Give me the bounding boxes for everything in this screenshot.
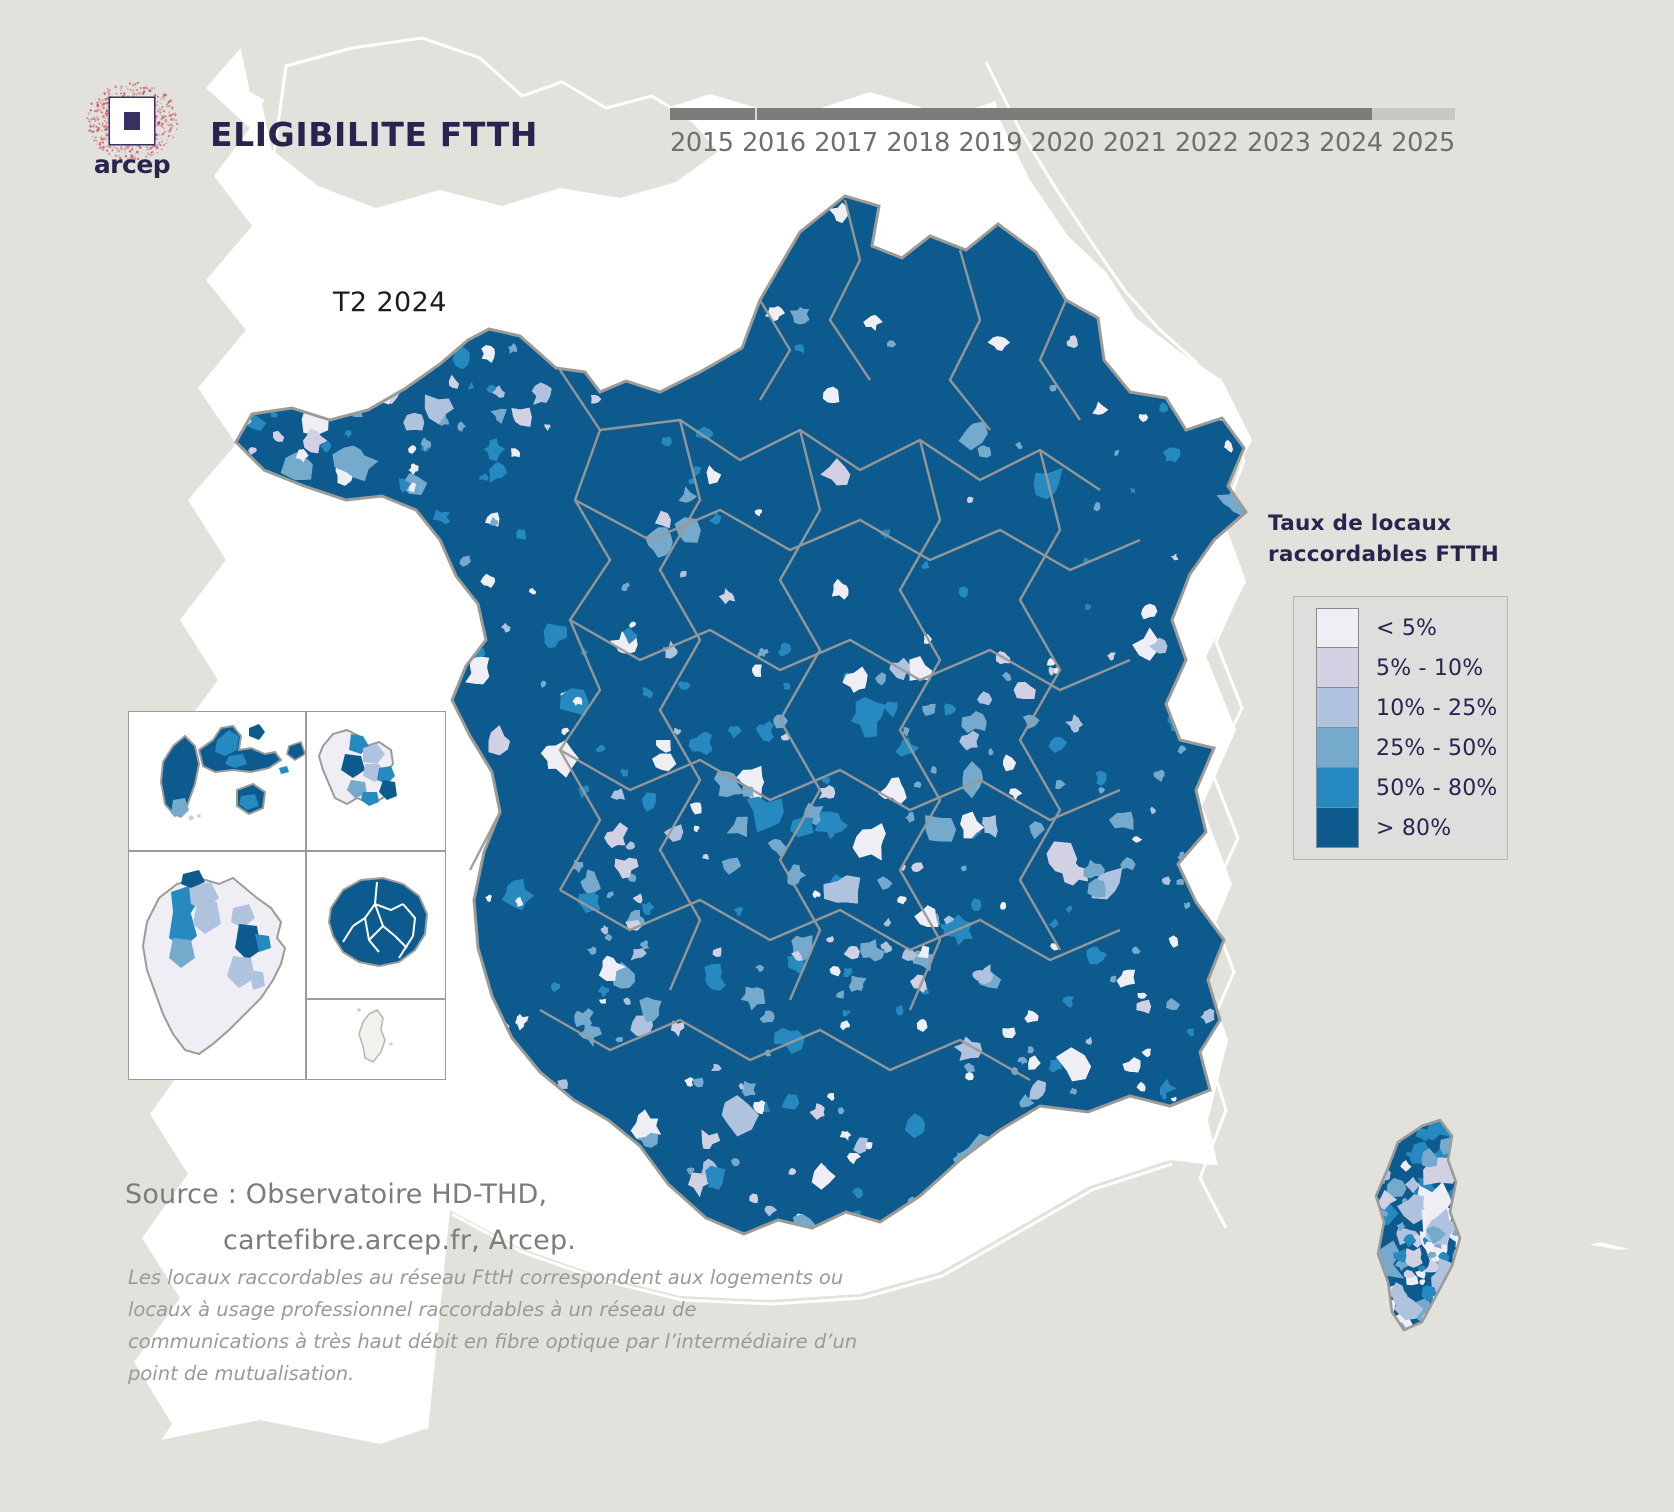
- legend-label-1: 5% - 10%: [1376, 655, 1484, 681]
- source-line-2: cartefibre.arcep.fr, Arcep.: [223, 1225, 577, 1256]
- corsica-outline: [1374, 1118, 1462, 1332]
- arcep-wordmark: arcep: [93, 150, 171, 179]
- legend-swatch-0: [1316, 608, 1359, 648]
- source-line-1: Source : Observatoire HD-THD,: [125, 1179, 548, 1210]
- legend-swatch-3: [1316, 728, 1359, 768]
- timeline-year-2022[interactable]: 2022: [1174, 128, 1239, 158]
- legend-swatch-5: [1316, 808, 1359, 848]
- arcep-logo[interactable]: arcep: [84, 82, 180, 179]
- france-outline: [234, 194, 1248, 1236]
- source-credit: Source : Observatoire HD-THD, cartefibre…: [125, 1172, 825, 1264]
- timeline-year-labels: 2015 2016 2017 2018 2019 2020 2021 2022 2023 2024…: [670, 128, 1455, 164]
- timeline-year-2019[interactable]: 2019: [958, 128, 1023, 158]
- legend-label-3: 25% - 50%: [1376, 735, 1498, 761]
- legend-swatch-4: [1316, 768, 1359, 808]
- timeline-fill: [670, 108, 1372, 120]
- timeline-handle[interactable]: [755, 108, 757, 120]
- timeline-year-2018[interactable]: 2018: [886, 128, 951, 158]
- legend-label-0: < 5%: [1376, 615, 1438, 641]
- legend-label-5: > 80%: [1376, 815, 1452, 841]
- departement-borders: [468, 199, 1141, 1082]
- legend-label-4: 50% - 80%: [1376, 775, 1498, 801]
- timeline-year-2016[interactable]: 2016: [742, 128, 806, 158]
- legend-swatch-1: [1316, 648, 1359, 688]
- legend-row-2: 10% - 25%: [1316, 688, 1498, 728]
- legend-swatch-2: [1316, 688, 1359, 728]
- arcep-square-logo-icon: [86, 82, 179, 160]
- inset-la-reunion[interactable]: [306, 851, 446, 999]
- timeline-year-2020[interactable]: 2020: [1030, 128, 1095, 158]
- inset-guadeloupe[interactable]: [128, 711, 306, 851]
- legend-label-2: 10% - 25%: [1376, 695, 1498, 721]
- definition-note: Les locaux raccordables au réseau FttH c…: [128, 1266, 858, 1385]
- timeline-year-2017[interactable]: 2017: [814, 128, 878, 158]
- year-timeline-slider[interactable]: 2015 2016 2017 2018 2019 2020 2021 2022 2023 2024…: [670, 108, 1455, 166]
- legend-panel: < 5% 5% - 10% 10% - 25% 25% - 50% 50% - 80% >…: [1293, 596, 1508, 860]
- timeline-year-2025[interactable]: 2025: [1391, 128, 1455, 158]
- inset-martinique[interactable]: [306, 711, 446, 851]
- overseas-territories-inset-grid: [128, 711, 446, 1080]
- legend-row-4: 50% - 80%: [1316, 768, 1498, 808]
- legend-item-list: < 5% 5% - 10% 10% - 25% 25% - 50% 50% - 80% >…: [1316, 608, 1498, 848]
- timeline-track[interactable]: [670, 108, 1455, 120]
- page-header: arcep ELIGIBILITE FTTH: [0, 0, 1674, 190]
- inset-mayotte[interactable]: [306, 999, 446, 1080]
- timeline-year-2023[interactable]: 2023: [1247, 128, 1311, 158]
- legend-title-line-2: raccordables FTTH: [1268, 542, 1500, 567]
- selected-quarter-label: T2 2024: [333, 287, 447, 318]
- legend-title: Taux de locaux raccordables FTTH: [1268, 508, 1608, 570]
- legend-row-1: 5% - 10%: [1316, 648, 1498, 688]
- timeline-year-2024[interactable]: 2024: [1319, 128, 1383, 158]
- legend-row-3: 25% - 50%: [1316, 728, 1498, 768]
- timeline-year-2015[interactable]: 2015: [670, 128, 734, 158]
- legend-row-0: < 5%: [1316, 608, 1498, 648]
- page-title: ELIGIBILITE FTTH: [210, 115, 539, 154]
- inset-guyane[interactable]: [128, 851, 306, 1080]
- timeline-year-2021[interactable]: 2021: [1102, 128, 1167, 158]
- legend-row-5: > 80%: [1316, 808, 1498, 848]
- legend-title-line-1: Taux de locaux: [1268, 511, 1452, 536]
